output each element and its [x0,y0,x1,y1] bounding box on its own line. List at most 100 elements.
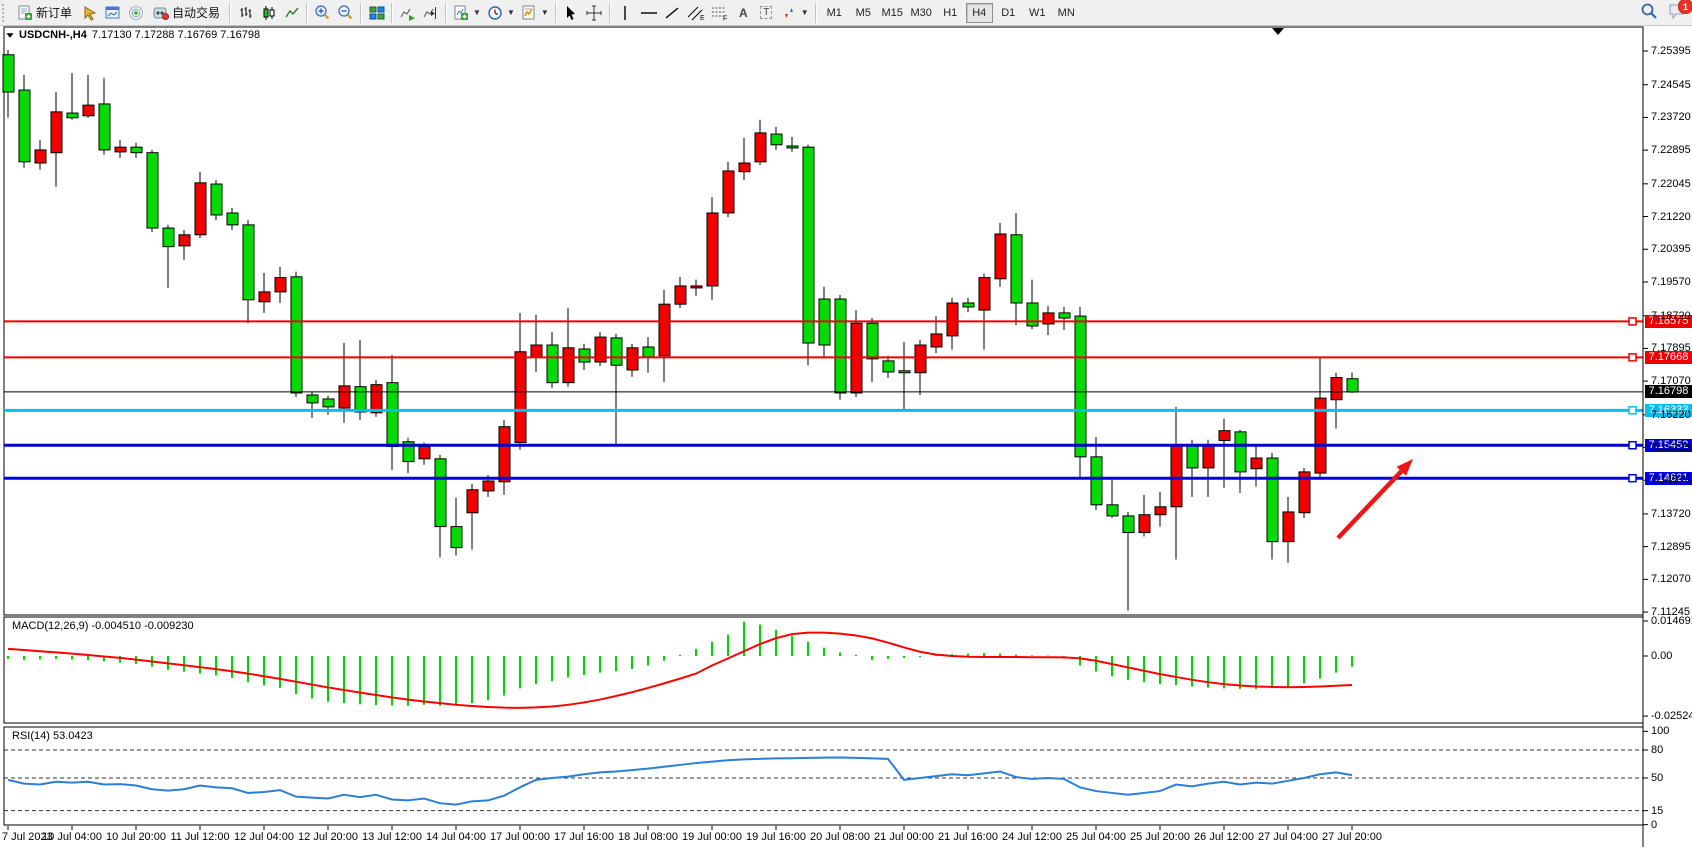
zoom-in-button[interactable] [311,2,334,23]
text-tool-button[interactable]: A [732,2,755,23]
hline-handle-7.14621[interactable] [1628,473,1637,483]
tf-button-m30[interactable]: M30 [910,6,932,19]
templates-icon [521,5,537,21]
zoom-out-button[interactable] [334,2,357,23]
autotrading-button[interactable]: 自动交易 [147,2,226,23]
toolbar-grip[interactable] [2,3,9,22]
channel-tool-button[interactable]: E [684,2,708,23]
hline-price-flag: 7.16333 [1645,403,1692,417]
text-icon: A [738,5,748,20]
toolbar-separator [306,2,309,23]
templates-button[interactable]: ▼ [518,2,552,23]
text-label-tool-button[interactable]: T [755,2,778,23]
symbol-dropdown-icon[interactable] [6,32,14,38]
zoom-out-icon [337,4,354,21]
trendline-tool-button[interactable] [661,2,684,23]
tf-button-d1[interactable]: D1 [1001,6,1016,19]
profiles-button[interactable] [78,2,101,23]
price-axis-label: 7.12070 [1651,573,1691,586]
new-order-button[interactable]: 新订单 [11,2,78,23]
arrows-tool-button[interactable]: ▼ [778,2,812,23]
rsi-layer [4,749,1643,812]
crosshair-tool-button[interactable] [583,2,606,23]
auto-scroll-button[interactable] [396,2,419,23]
tf-button-m1[interactable]: M1 [826,6,842,19]
hlines-layer [4,317,1643,483]
macd-axis-label: 0.014691 [1651,615,1692,628]
tf-button-m5[interactable]: M5 [855,6,871,19]
rsi-axis-label: 0 [1651,818,1658,831]
price-axis-label: 7.17895 [1651,342,1691,355]
tile-windows-button[interactable] [365,2,388,23]
time-axis-label: 20 Jul 08:00 [810,831,870,843]
cursor-tool-button[interactable] [560,2,583,23]
macd-panel [3,616,1644,724]
toolbar-separator [360,2,363,23]
new-order-icon [17,5,33,21]
price-axis-label: 7.13720 [1651,507,1691,520]
hline-handle-7.15452[interactable] [1628,441,1637,450]
price-axis-label: 7.24545 [1651,78,1691,91]
time-axis-label: 19 Jul 16:00 [746,831,806,843]
signals-button[interactable] [124,2,147,23]
time-axis-label: 10 Jul 04:00 [42,831,102,843]
indicators-icon [453,5,469,21]
pointer-icon [82,5,98,21]
candle-chart-mode-button[interactable] [257,2,280,23]
time-axis-label: 17 Jul 00:00 [490,831,550,843]
price-axis-label: 7.12895 [1651,540,1691,553]
tf-button-m15[interactable]: M15 [881,6,903,19]
text-label-icon: T [760,6,773,19]
bid-price-flag: 7.16798 [1645,385,1692,399]
tf-button-h4[interactable]: H4 [965,2,993,23]
periods-button[interactable]: ▼ [484,2,518,23]
hline-price-flag: 7.14621 [1645,471,1692,485]
candles-layer [2,50,1359,611]
tf-button-h1[interactable]: H1 [943,6,958,19]
time-axis-label: 12 Jul 20:00 [298,831,358,843]
hline-handle-7.17668[interactable] [1628,353,1637,362]
price-axis-label: 7.21220 [1651,210,1691,223]
macd-label: MACD(12,26,9) -0.004510 -0.009230 [12,620,194,632]
fibonacci-tool-button[interactable]: F [708,2,732,23]
rsi-axis-label: 100 [1651,725,1670,738]
annotation-arrow[interactable] [1336,469,1403,540]
templates-dropdown-icon: ▼ [540,8,549,17]
candlestick-icon [261,5,277,21]
chart-shift-button[interactable] [419,2,442,23]
time-axis-label: 19 Jul 00:00 [682,831,742,843]
horizontal-line-icon [640,5,658,21]
notifications-button[interactable]: 1 [1668,0,1692,24]
clock-icon [487,5,503,21]
chart-window-icon [105,5,121,21]
hline-handle-7.16333[interactable] [1628,406,1637,415]
search-icon[interactable] [1640,2,1658,25]
time-axis-label: 11 Jul 12:00 [170,831,230,843]
tf-button-w1[interactable]: W1 [1028,6,1046,19]
line-chart-mode-button[interactable] [280,2,303,23]
hline-price-flag: 7.15452 [1645,438,1692,452]
indicators-button[interactable]: ▼ [450,2,484,23]
time-axis-label: 26 Jul 12:00 [1194,831,1254,843]
notification-badge: 1 [1678,0,1692,14]
rsi-axis-label: 15 [1651,804,1664,817]
price-axis-label: 7.19570 [1651,275,1691,288]
bar-chart-mode-button[interactable] [234,2,257,23]
chart-title-row: USDCNH-,H4 7.17130 7.17288 7.16769 7.167… [6,29,260,41]
hline-tool-button[interactable] [637,2,661,23]
tf-button-mn[interactable]: MN [1057,6,1075,19]
signal-waves-icon [128,5,144,21]
annotation-arrow-head[interactable] [1396,459,1413,476]
rsi-axis-label: 50 [1651,772,1664,784]
macd-axis-label: 0.00 [1651,650,1673,662]
auto-scroll-icon [399,5,416,21]
charts-button[interactable] [101,2,124,23]
macd-layer [7,621,1353,709]
hline-handle-7.18575[interactable] [1628,317,1637,326]
rsi-panel [3,726,1644,826]
shift-marker-icon[interactable] [1272,28,1284,35]
price-axis-label: 7.14570 [1651,474,1691,487]
time-axis-label: 27 Jul 04:00 [1258,831,1318,843]
vline-tool-button[interactable] [614,2,637,23]
chart-surface[interactable] [0,26,1692,851]
